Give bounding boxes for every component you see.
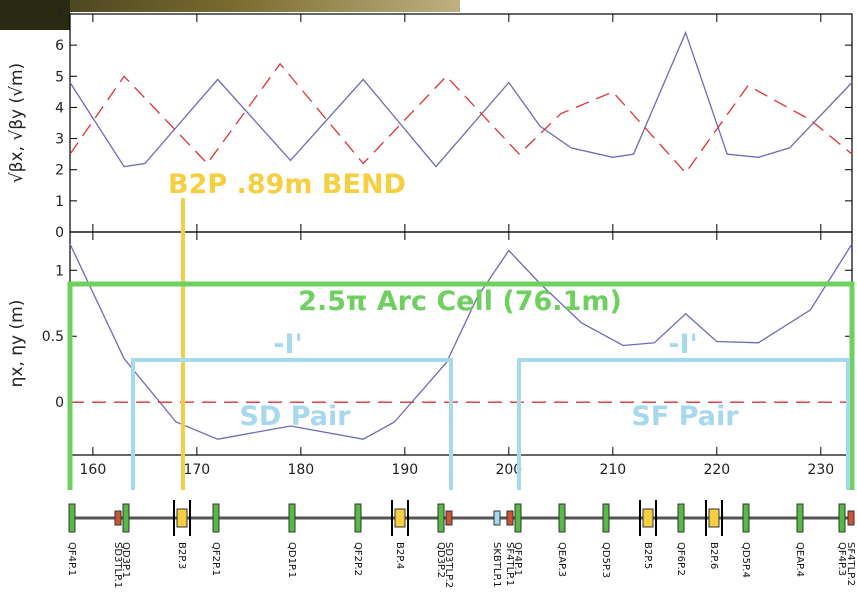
annotation: -I' bbox=[273, 329, 303, 360]
element-label: QF6P.2 bbox=[675, 542, 686, 576]
y-tick-label: 0.5 bbox=[42, 329, 64, 345]
quadrupole bbox=[603, 504, 609, 532]
sextupole bbox=[507, 511, 513, 525]
annotation: 2.5π Arc Cell (76.1m) bbox=[298, 286, 622, 317]
element-label: SKBTLP.1 bbox=[491, 542, 502, 587]
quadrupole bbox=[678, 504, 684, 532]
y-tick-label: 3 bbox=[55, 132, 64, 148]
annotation: SD Pair bbox=[239, 401, 351, 432]
element-label: B2P.6 bbox=[708, 542, 719, 569]
element-label: QF2P.1 bbox=[210, 542, 221, 576]
x-tick-label: 190 bbox=[391, 462, 418, 478]
x-tick-label: 160 bbox=[80, 462, 107, 478]
element-label: SF4TLP.2 bbox=[845, 542, 856, 586]
dipole bbox=[395, 509, 405, 527]
quadrupole bbox=[289, 504, 295, 532]
y-axis-label: ηx, ηy (m) bbox=[7, 300, 27, 388]
quadrupole bbox=[355, 504, 361, 532]
element-label: QF4P.1 bbox=[66, 542, 77, 576]
x-tick-label: 230 bbox=[807, 462, 834, 478]
dipole bbox=[709, 509, 719, 527]
element-label: SD3TLP.2 bbox=[443, 542, 454, 588]
y-tick-label: 4 bbox=[55, 100, 64, 116]
quadrupole bbox=[515, 504, 521, 532]
y-tick-label: 7 bbox=[55, 7, 64, 23]
sextupole bbox=[848, 511, 854, 525]
sextupole bbox=[446, 511, 452, 525]
sextupole bbox=[115, 511, 121, 525]
quadrupole bbox=[839, 504, 845, 532]
quadrupole bbox=[743, 504, 749, 532]
dipole bbox=[177, 509, 187, 527]
element-label: QEAP.3 bbox=[556, 542, 567, 577]
element-label: B2P.4 bbox=[394, 542, 405, 569]
quadrupole bbox=[69, 504, 75, 532]
element-label: B2P.3 bbox=[176, 542, 187, 569]
element-label: QD3P.1 bbox=[120, 542, 131, 578]
quadrupole bbox=[123, 504, 129, 532]
dipole bbox=[643, 509, 653, 527]
y-axis-label: √βx, √βy (√m) bbox=[7, 63, 27, 183]
y-tick-label: 1 bbox=[55, 194, 64, 210]
annotation: SF Pair bbox=[631, 401, 739, 432]
y-tick-label: 1 bbox=[55, 263, 64, 279]
y-tick-label: 0 bbox=[55, 395, 64, 411]
chart: 0 1 2 3 4 5 6 7 √βx, √βy (√m) 0 0.5 1 ηx, ηy (m) 160 1… bbox=[0, 0, 857, 615]
element-label: QD5P.4 bbox=[740, 542, 751, 578]
element-label: QF4P.1 bbox=[512, 542, 523, 576]
element-label: QF2P.2 bbox=[352, 542, 363, 576]
quadrupole bbox=[797, 504, 803, 532]
x-tick-label: 170 bbox=[183, 462, 210, 478]
annotation: B2P .89m BEND bbox=[168, 169, 406, 200]
element-label: QD5P.3 bbox=[600, 542, 611, 578]
y-tick-label: 2 bbox=[55, 163, 64, 179]
x-tick-label: 180 bbox=[287, 462, 314, 478]
quadrupole bbox=[438, 504, 444, 532]
quadrupole bbox=[559, 504, 565, 532]
y-tick-label: 5 bbox=[55, 69, 64, 85]
series-line bbox=[70, 33, 852, 167]
sextupole bbox=[494, 511, 500, 525]
y-tick-label: 6 bbox=[55, 38, 64, 54]
x-tick-label: 220 bbox=[703, 462, 730, 478]
quadrupole bbox=[213, 504, 219, 532]
x-tick-label: 210 bbox=[599, 462, 626, 478]
element-label: QEAP.4 bbox=[794, 542, 805, 577]
annotation: -I' bbox=[668, 329, 698, 360]
element-label: B2P.5 bbox=[642, 542, 653, 569]
y-tick-label: 0 bbox=[55, 225, 64, 241]
element-label: QD1P.1 bbox=[286, 542, 297, 578]
series-line bbox=[70, 64, 852, 173]
